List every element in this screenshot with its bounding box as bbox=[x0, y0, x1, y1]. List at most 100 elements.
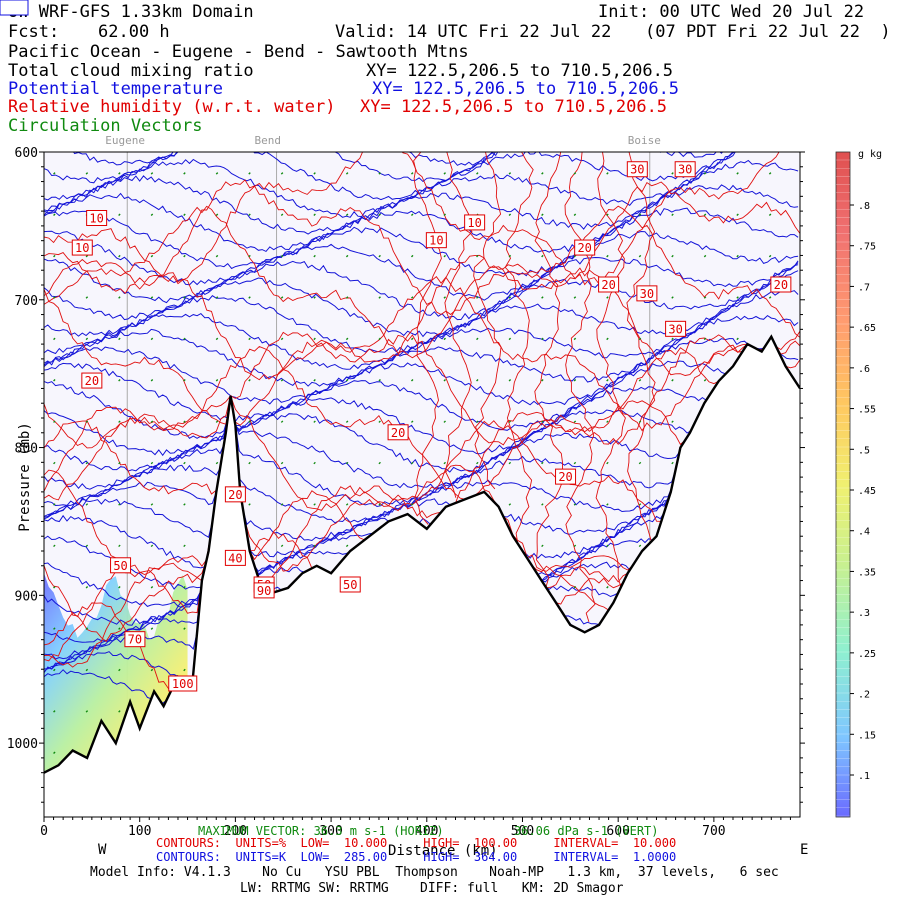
valid-time: Valid: 14 UTC Fri 22 Jul 22 bbox=[335, 22, 612, 42]
circulation-vector bbox=[573, 420, 577, 423]
circulation-vector bbox=[150, 337, 154, 341]
circulation-vector bbox=[508, 461, 512, 465]
circulation-vector bbox=[215, 172, 219, 175]
circulation-vector bbox=[313, 461, 316, 465]
circulation-vector bbox=[85, 585, 89, 589]
circulation-vector bbox=[638, 213, 642, 217]
circulation-vector bbox=[736, 296, 739, 299]
circulation-vector bbox=[313, 337, 316, 341]
circulation-vector bbox=[541, 420, 544, 423]
circulation-vector bbox=[248, 461, 251, 465]
circulation-vector bbox=[443, 420, 447, 423]
rh-contour-line bbox=[534, 152, 564, 587]
field-label-theta: Potential temperature bbox=[8, 79, 223, 99]
rh-contour-label: 20 bbox=[574, 239, 596, 256]
model-info: Model Info: V4.1.3 No Cu YSU PBL Thompso… bbox=[90, 865, 779, 880]
rh-contour-label-text: 100 bbox=[172, 677, 194, 691]
theta-contour-line bbox=[44, 152, 734, 218]
circulation-vector bbox=[345, 461, 349, 465]
circulation-vector bbox=[313, 213, 316, 217]
circulation-vector bbox=[638, 254, 642, 258]
theta-contour-label-text: 316 bbox=[0, 0, 11, 3]
circulation-vector bbox=[345, 420, 349, 423]
circulation-vector bbox=[736, 337, 739, 341]
circulation-vector bbox=[508, 254, 512, 258]
circulation-vector bbox=[410, 503, 414, 506]
circulation-vector bbox=[606, 254, 609, 258]
circulation-vector bbox=[443, 337, 447, 341]
max-vector-horiz: MAXIMUM VECTOR: 36.3 m s-1 (HORIZ) bbox=[198, 824, 444, 838]
location-label-boise: Boise bbox=[627, 134, 661, 147]
circulation-vector bbox=[53, 172, 56, 175]
rh-contour-label: 100 bbox=[168, 675, 198, 692]
rh-contour-line bbox=[413, 152, 442, 525]
field-xy-theta: XY= 122.5,206.5 to 710.5,206.5 bbox=[372, 79, 680, 99]
circulation-vector bbox=[541, 254, 544, 258]
circulation-vector bbox=[183, 172, 186, 175]
circulation-vector bbox=[150, 503, 154, 506]
circulation-vector bbox=[150, 461, 154, 465]
init-time: Init: 00 UTC Wed 20 Jul 22 bbox=[598, 2, 865, 22]
circulation-vector bbox=[573, 172, 577, 175]
circulation-vector bbox=[378, 172, 381, 175]
circulation-vector bbox=[215, 296, 219, 299]
field-label-cloud: Total cloud mixing ratio bbox=[8, 61, 254, 81]
circulation-vector bbox=[606, 213, 609, 217]
rh-contour-label-text: 90 bbox=[257, 584, 271, 598]
circulation-vector bbox=[606, 503, 609, 506]
colorbar-tick-label: .2 bbox=[858, 690, 870, 701]
circulation-vector bbox=[606, 461, 609, 465]
colorbar-tick-label: .25 bbox=[858, 649, 876, 660]
rh-contour-label-text: 20 bbox=[558, 470, 572, 484]
circulation-vector bbox=[508, 296, 512, 299]
rh-contour-label-text: 20 bbox=[774, 278, 788, 292]
circulation-vector bbox=[573, 337, 577, 341]
circulation-vector bbox=[280, 503, 284, 506]
circulation-vector bbox=[280, 544, 284, 548]
circulation-vector bbox=[671, 296, 674, 299]
circulation-vector bbox=[85, 337, 89, 341]
circulation-vector bbox=[215, 213, 219, 217]
circulation-vector bbox=[410, 296, 414, 299]
rh-contour-label-text: 20 bbox=[85, 374, 99, 388]
rh-contour-line bbox=[44, 152, 780, 286]
theta-contour-info: CONTOURS: UNITS=K LOW= 285.00 HIGH= 364.… bbox=[156, 850, 677, 864]
circulation-vector bbox=[150, 172, 154, 175]
circulation-vector bbox=[443, 213, 447, 217]
rh-contour-label: 10 bbox=[425, 232, 447, 249]
circulation-vector bbox=[53, 503, 56, 506]
circulation-vector bbox=[215, 337, 219, 341]
colorbar-units: g kg bbox=[858, 149, 883, 160]
circulation-vector bbox=[606, 544, 609, 548]
theta-contour-line bbox=[44, 314, 799, 423]
circulation-vector bbox=[671, 172, 674, 175]
rh-contour-label-text: 50 bbox=[343, 578, 357, 592]
circulation-vector bbox=[703, 296, 707, 299]
circulation-vector bbox=[476, 420, 479, 423]
circulation-vector bbox=[345, 213, 349, 217]
circulation-vector bbox=[345, 172, 349, 175]
circulation-vector bbox=[313, 172, 316, 175]
circulation-vector bbox=[345, 544, 349, 548]
circulation-vector bbox=[638, 503, 642, 506]
circulation-vector bbox=[378, 379, 381, 382]
circulation-vector bbox=[508, 337, 512, 341]
theta-contour-line bbox=[44, 260, 799, 355]
rh-contour-label: 30 bbox=[665, 320, 687, 337]
rh-contour-line bbox=[44, 179, 800, 316]
rh-contour-line bbox=[44, 252, 800, 381]
x-tick-label: 600 bbox=[606, 824, 629, 839]
circulation-vector bbox=[248, 254, 251, 258]
rh-contour-label-text: 10 bbox=[75, 241, 89, 255]
chart-title: UW WRF-GFS 1.33km Domain bbox=[8, 2, 254, 22]
rh-contour-label: 30 bbox=[636, 285, 658, 302]
circulation-vector bbox=[671, 213, 674, 217]
circulation-vector bbox=[476, 337, 479, 341]
circulation-vector bbox=[150, 213, 154, 217]
circulation-vector bbox=[476, 461, 479, 465]
rh-contour-label-text: 20 bbox=[228, 488, 242, 502]
circulation-vector bbox=[85, 544, 89, 548]
circulation-vector bbox=[85, 710, 89, 713]
colorbar-tick-label: .75 bbox=[858, 242, 876, 253]
theta-contour-line bbox=[44, 335, 799, 457]
